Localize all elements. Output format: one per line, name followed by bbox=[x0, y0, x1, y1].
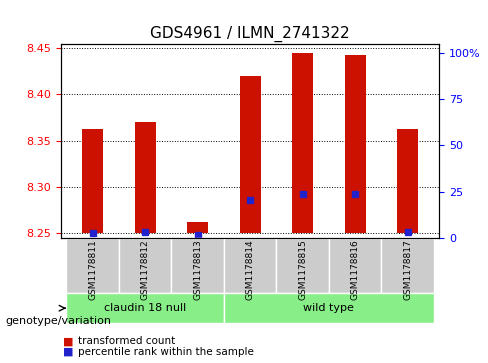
FancyBboxPatch shape bbox=[329, 238, 382, 293]
FancyBboxPatch shape bbox=[224, 238, 276, 293]
Bar bbox=[292, 53, 313, 233]
Text: GSM1178814: GSM1178814 bbox=[245, 240, 255, 300]
Text: ■: ■ bbox=[63, 336, 74, 346]
Text: percentile rank within the sample: percentile rank within the sample bbox=[78, 347, 254, 357]
FancyBboxPatch shape bbox=[171, 238, 224, 293]
Bar bbox=[82, 129, 103, 233]
FancyBboxPatch shape bbox=[224, 293, 434, 323]
Text: GSM1178817: GSM1178817 bbox=[403, 240, 412, 301]
Bar bbox=[187, 222, 208, 233]
Text: GSM1178813: GSM1178813 bbox=[193, 240, 202, 301]
Text: claudin 18 null: claudin 18 null bbox=[104, 303, 186, 313]
Bar bbox=[240, 76, 261, 233]
Bar bbox=[135, 122, 156, 233]
Text: GSM1178816: GSM1178816 bbox=[351, 240, 360, 301]
FancyBboxPatch shape bbox=[119, 238, 171, 293]
Bar bbox=[345, 55, 366, 233]
Text: genotype/variation: genotype/variation bbox=[5, 316, 111, 326]
Text: wild type: wild type bbox=[304, 303, 354, 313]
Bar bbox=[397, 129, 418, 233]
FancyBboxPatch shape bbox=[276, 238, 329, 293]
FancyBboxPatch shape bbox=[66, 293, 224, 323]
Text: GSM1178811: GSM1178811 bbox=[88, 240, 97, 301]
FancyBboxPatch shape bbox=[66, 238, 119, 293]
Text: GSM1178815: GSM1178815 bbox=[298, 240, 307, 301]
FancyBboxPatch shape bbox=[382, 238, 434, 293]
Text: ■: ■ bbox=[63, 347, 74, 357]
Title: GDS4961 / ILMN_2741322: GDS4961 / ILMN_2741322 bbox=[150, 26, 350, 42]
Text: transformed count: transformed count bbox=[78, 336, 175, 346]
Text: GSM1178812: GSM1178812 bbox=[141, 240, 149, 300]
